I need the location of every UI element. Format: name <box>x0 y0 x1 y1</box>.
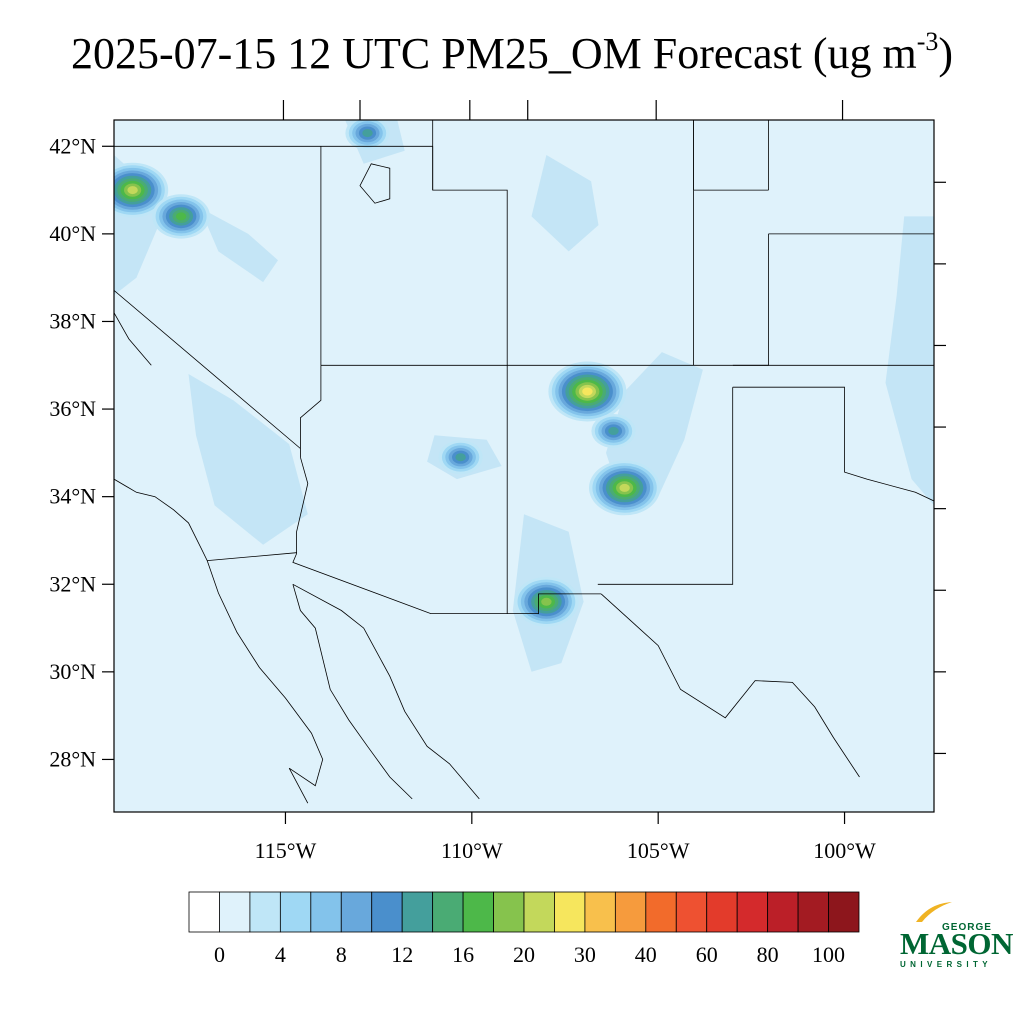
colorbar-swatch <box>188 891 220 933</box>
lon-label: 115°W <box>255 838 317 863</box>
lat-label: 28°N <box>49 746 96 771</box>
colorbar-label: 60 <box>696 942 718 967</box>
lat-label: 32°N <box>49 571 96 596</box>
hotspot-ring <box>362 129 373 138</box>
colorbar-swatch <box>310 891 342 933</box>
colorbar-swatch <box>401 891 434 933</box>
logo-mason: MASON <box>900 926 1013 961</box>
hotspot-ring <box>127 186 138 195</box>
title-text: 2025-07-15 12 UTC PM25_OM Forecast (ug m <box>70 29 917 78</box>
lat-label: 40°N <box>49 221 96 246</box>
boundary-line <box>292 457 508 614</box>
colorbar-swatch <box>493 891 525 933</box>
hotspot-ring <box>619 483 630 492</box>
colorbar-labels: 0 4 8 12 16 20 30 40 60 80 100 <box>214 942 845 967</box>
lat-label: 36°N <box>49 396 96 421</box>
colorbar-label: 16 <box>452 942 474 967</box>
colorbar-swatch <box>675 891 708 933</box>
boundary-line <box>114 312 152 366</box>
hotspot-ring <box>608 427 619 435</box>
colorbar-label: 4 <box>275 942 286 967</box>
colorbar-label: 8 <box>336 942 347 967</box>
hotspot-ring <box>175 212 187 221</box>
colorbar-label: 100 <box>812 942 845 967</box>
axis-ticks <box>102 100 946 824</box>
map-frame <box>113 119 935 813</box>
colorbar-swatch <box>219 891 251 933</box>
boundary-line <box>732 386 934 502</box>
logo-george: GEORGE <box>942 922 992 933</box>
boundary-line <box>114 478 324 804</box>
colorbar-swatch <box>797 891 829 933</box>
colorbar-label: 30 <box>574 942 596 967</box>
colorbar-swatch <box>279 891 312 933</box>
colorbar-swatch <box>371 891 403 933</box>
title-suffix: ) <box>938 29 954 78</box>
boundary-line <box>320 364 602 614</box>
colorbar-swatch <box>614 891 647 933</box>
boundary-line <box>207 552 297 561</box>
colorbar-swatch <box>828 891 860 933</box>
hotspot-ring <box>582 387 593 396</box>
latitude-labels: 28°N 30°N 32°N 34°N 36°N 38°N 40°N 42°N <box>49 133 96 771</box>
lon-label: 100°W <box>813 838 876 863</box>
colorbar-label: 0 <box>214 942 225 967</box>
colorbar-label: 40 <box>635 942 657 967</box>
gmu-logo: GEORGE MASON UNIVERSITY <box>896 898 1013 970</box>
longitude-labels: 115°W 110°W 105°W 100°W <box>255 838 876 863</box>
swoosh-icon <box>916 902 952 922</box>
colorbar-label: 20 <box>513 942 535 967</box>
lat-label: 42°N <box>49 133 96 158</box>
great-salt-lake <box>359 163 391 204</box>
boundary-line <box>300 365 322 449</box>
map-title: 2025-07-15 12 UTC PM25_OM Forecast (ug m… <box>0 26 1024 82</box>
lat-label: 34°N <box>49 484 96 509</box>
colorbar-swatch <box>523 891 555 933</box>
colorbar-swatch <box>249 891 281 933</box>
boundary-line <box>600 593 860 778</box>
state-boundaries <box>114 120 934 804</box>
hotspot-ring <box>455 453 466 462</box>
lon-label: 110°W <box>441 838 503 863</box>
shading-patch <box>531 155 599 252</box>
colorbar-swatch <box>645 891 677 933</box>
logo-university: UNIVERSITY <box>900 960 993 969</box>
colorbar-swatch <box>706 891 738 933</box>
hotspot-ring <box>541 597 552 606</box>
lon-label: 105°W <box>627 838 690 863</box>
boundary-line <box>597 387 734 585</box>
colorbar-swatch <box>584 891 616 933</box>
boundary-line <box>292 584 413 800</box>
colorbar-swatch <box>736 891 769 933</box>
shading-patch <box>199 207 278 283</box>
colorbar-swatch <box>767 891 799 933</box>
lat-label: 38°N <box>49 308 96 333</box>
colorbar <box>188 891 860 933</box>
lat-label: 30°N <box>49 659 96 684</box>
colorbar-swatch <box>554 891 586 933</box>
boundary-line <box>292 583 480 800</box>
colorbar-label: 12 <box>391 942 413 967</box>
title-superscript: -3 <box>916 27 939 56</box>
shading-patch <box>885 216 934 506</box>
colorbar-swatch <box>340 891 373 933</box>
shading-patch <box>188 374 308 545</box>
colorbar-swatch <box>462 891 494 933</box>
colorbar-label: 80 <box>757 942 779 967</box>
pm25-hotspots <box>114 120 661 627</box>
colorbar-swatch <box>432 891 464 933</box>
